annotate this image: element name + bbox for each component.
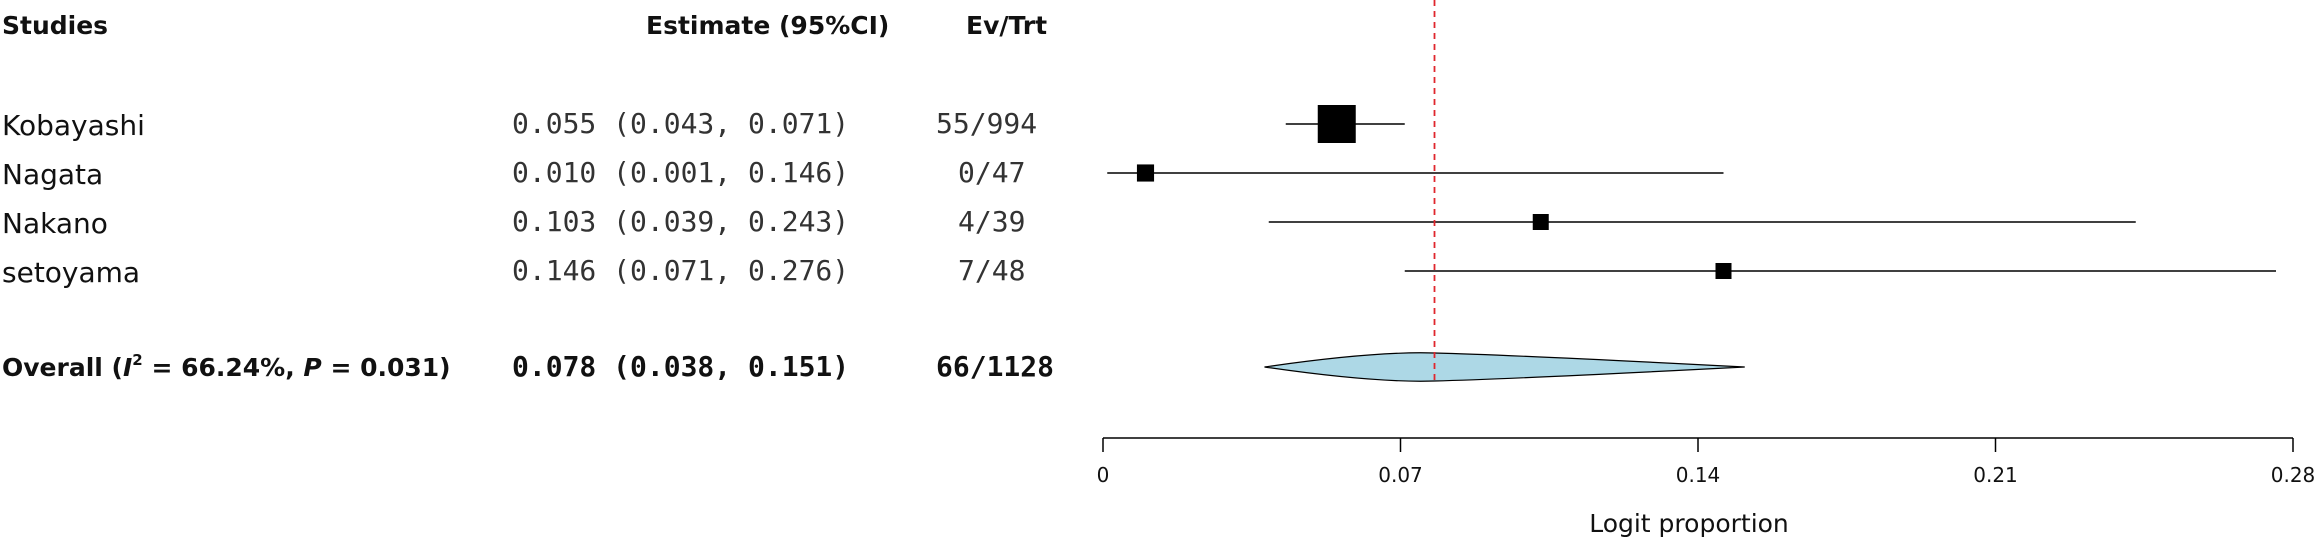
study-events: 0/47 — [958, 156, 1025, 189]
study-name: Kobayashi — [2, 109, 145, 142]
overall-diamond-layer — [1264, 352, 1745, 382]
header-estimate: Estimate (95%CI) — [646, 11, 889, 40]
x-tick-label: 0.07 — [1378, 463, 1423, 487]
x-axis-label: Logit proportion — [1589, 509, 1789, 538]
overall-diamond — [1264, 352, 1745, 382]
study-events: 7/48 — [958, 254, 1025, 287]
header-events: Ev/Trt — [966, 11, 1047, 40]
overall-label: Overall (I2 = 66.24%, P = 0.031) — [2, 351, 451, 382]
study-events: 4/39 — [958, 205, 1025, 238]
x-axis: 0 0.07 0.14 0.21 0.28 — [1097, 437, 2315, 487]
overall-estimate: 0.078 (0.038, 0.151) — [512, 350, 849, 383]
study-row: Nakano 0.103 (0.039, 0.243) 4/39 — [2, 205, 1025, 240]
study-row: Kobayashi 0.055 (0.043, 0.071) 55/994 — [2, 107, 1037, 142]
confidence-intervals — [1107, 105, 2276, 279]
estimate-marker — [1136, 164, 1155, 182]
estimate-marker — [1532, 214, 1549, 230]
x-tick-label: 0.14 — [1676, 463, 1721, 487]
study-estimate: 0.146 (0.071, 0.276) — [512, 254, 849, 287]
study-row: Nagata 0.010 (0.001, 0.146) 0/47 — [2, 156, 1025, 191]
study-name: Nakano — [2, 207, 108, 240]
study-name: Nagata — [2, 158, 103, 191]
study-row: setoyama 0.146 (0.071, 0.276) 7/48 — [2, 254, 1025, 289]
estimate-marker — [1317, 105, 1356, 143]
study-estimate: 0.103 (0.039, 0.243) — [512, 205, 849, 238]
study-estimate: 0.055 (0.043, 0.071) — [512, 107, 849, 140]
header-studies: Studies — [2, 11, 108, 40]
study-events: 55/994 — [936, 107, 1037, 140]
x-tick-label: 0 — [1097, 463, 1110, 487]
estimate-marker — [1715, 263, 1732, 279]
study-name: setoyama — [2, 256, 140, 289]
x-tick-label: 0.28 — [2271, 463, 2315, 487]
x-tick-label: 0.21 — [1973, 463, 2018, 487]
study-estimate: 0.010 (0.001, 0.146) — [512, 156, 849, 189]
overall-events: 66/1128 — [936, 350, 1054, 383]
